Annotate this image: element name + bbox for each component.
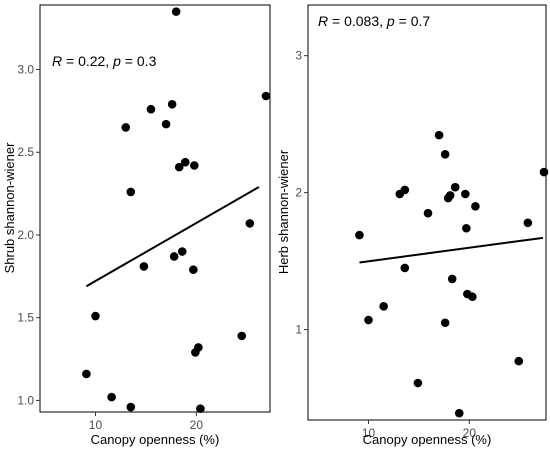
herb-points (355, 130, 549, 418)
shrub-data-point (82, 369, 91, 379)
herb-x-axis-title: Canopy openness (%) (363, 432, 492, 447)
herb-p-label: p (386, 13, 395, 29)
herb-x-ticks: 10 20 (362, 420, 477, 440)
shrub-data-point (161, 119, 171, 129)
herb-r-label: R (318, 13, 328, 29)
shrub-points (82, 7, 271, 413)
shrub-data-point (126, 187, 136, 197)
herb-p-value: 0.7 (411, 13, 431, 29)
shrub-data-point (91, 311, 100, 321)
shrub-x-tick-label: 20 (190, 418, 204, 432)
shrub-y-tick-label: 1.5 (17, 311, 34, 325)
shrub-y-tick-label: 2.0 (17, 228, 34, 242)
shrub-panel: 1.0 1.5 2.0 2.5 3.0 10 20 R = 0.22, p = 0.3 C… (2, 4, 271, 447)
herb-data-point (423, 208, 433, 218)
shrub-p-value: 0.3 (137, 53, 157, 69)
shrub-data-point (177, 247, 187, 256)
herb-data-point (468, 292, 477, 302)
shrub-data-point (146, 104, 156, 114)
herb-data-point (462, 223, 471, 233)
shrub-data-point (167, 99, 177, 109)
shrub-data-point (194, 343, 203, 352)
herb-fit-line-group (359, 236, 544, 264)
herb-x-tick-label: 20 (463, 426, 477, 440)
shrub-p-eq: = (121, 53, 137, 69)
herb-data-point (539, 167, 549, 177)
herb-y-axis-title: Herb shannon-wiener (276, 149, 291, 274)
shrub-x-axis-title: Canopy openness (%) (91, 432, 220, 447)
herb-p-eq: = (395, 13, 411, 29)
herb-data-point (440, 318, 450, 328)
herb-panel: 1 2 3 10 20 R = 0.083, p = 0.7 Canopy openn… (276, 4, 549, 447)
shrub-y-tick-label: 1.0 (17, 393, 34, 407)
herb-data-point (364, 315, 373, 325)
herb-data-point (514, 356, 524, 366)
herb-data-point (440, 149, 450, 159)
shrub-y-axis-title: Shrub shannon-wiener (2, 142, 17, 273)
shrub-data-point (174, 162, 184, 172)
shrub-data-point (190, 161, 199, 170)
herb-y-tick-label: 2 (295, 186, 302, 200)
shrub-annotation: R = 0.22, p = 0.3 (52, 53, 157, 69)
herb-data-point (400, 185, 410, 195)
herb-data-point (450, 182, 460, 192)
shrub-x-tick-label: 10 (89, 418, 103, 432)
shrub-data-point (180, 157, 190, 167)
herb-y-tick-label: 3 (295, 49, 302, 63)
herb-data-point (434, 130, 444, 140)
shrub-r-value: 0.22 (78, 53, 105, 69)
herb-fit-line (359, 236, 544, 264)
herb-x-tick-label: 10 (362, 426, 376, 440)
shrub-data-point (189, 265, 198, 275)
herb-data-point (523, 218, 533, 228)
herb-y-ticks: 1 2 3 (295, 49, 308, 337)
herb-data-point (355, 230, 364, 240)
shrub-fit-line-group (85, 186, 260, 288)
shrub-data-point (245, 219, 255, 228)
shrub-fit-line (85, 186, 260, 288)
shrub-sep: , (105, 53, 113, 69)
herb-y-tick-label: 1 (295, 323, 302, 337)
herb-data-point (400, 263, 410, 273)
herb-data-point (454, 408, 464, 418)
herb-data-point (445, 191, 455, 200)
shrub-p-label: p (112, 53, 121, 69)
shrub-data-point (237, 331, 247, 341)
shrub-data-point (139, 262, 149, 271)
herb-data-point (447, 274, 457, 284)
herb-annotation: R = 0.083, p = 0.7 (318, 13, 430, 29)
shrub-data-point (126, 402, 136, 412)
herb-data-point (379, 302, 388, 311)
shrub-plot-border (39, 4, 271, 413)
shrub-data-point (261, 91, 271, 101)
shrub-data-point (169, 252, 179, 261)
shrub-data-point (121, 123, 131, 132)
shrub-data-point (196, 404, 205, 413)
shrub-x-ticks: 10 20 (89, 412, 204, 432)
herb-data-point (471, 202, 480, 211)
shrub-r-label: R (52, 53, 62, 69)
herb-r-value: 0.083 (344, 13, 379, 29)
herb-sep: , (379, 13, 387, 29)
herb-data-point (461, 189, 470, 199)
shrub-y-tick-label: 2.5 (17, 145, 34, 159)
shrub-data-point (171, 7, 181, 16)
shrub-r-eq: = (62, 53, 78, 69)
shrub-y-tick-label: 3.0 (17, 63, 34, 77)
herb-r-eq: = (328, 13, 344, 29)
shrub-y-ticks: 1.0 1.5 2.0 2.5 3.0 (17, 63, 40, 407)
shrub-data-point (107, 392, 116, 402)
herb-data-point (413, 378, 423, 388)
